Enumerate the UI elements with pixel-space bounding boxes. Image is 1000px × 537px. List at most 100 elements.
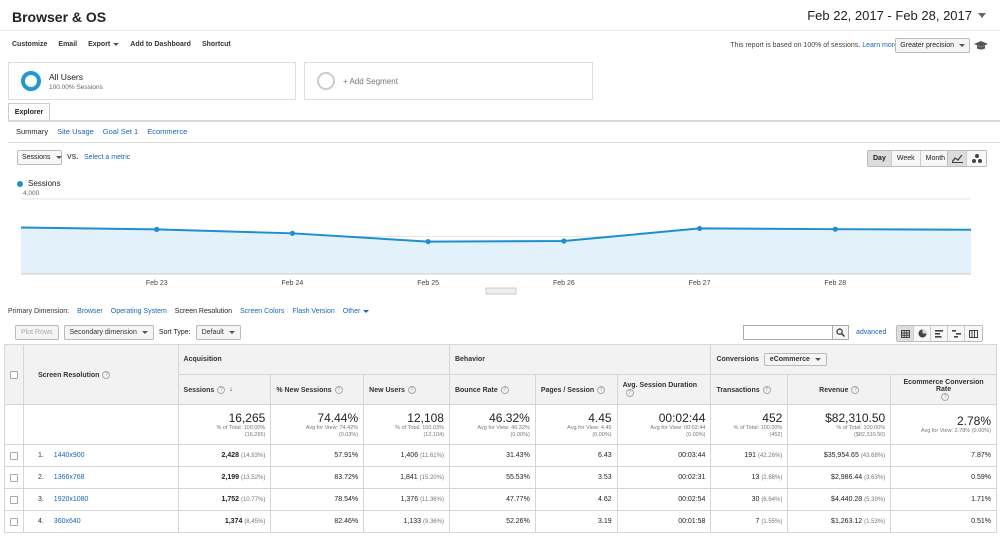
- help-icon: ?: [625, 389, 634, 397]
- col-conversion-rate[interactable]: Ecommerce Conversion Rate?: [890, 374, 997, 405]
- subtab-ecommerce[interactable]: Ecommerce: [147, 127, 188, 136]
- col-bounce-rate[interactable]: Bounce Rate?: [448, 374, 536, 405]
- help-icon: ?: [334, 385, 343, 394]
- row-dimension-link[interactable]: 360x640: [53, 518, 81, 525]
- chevron-down-icon: [228, 331, 235, 334]
- row-checkbox[interactable]: [10, 451, 18, 460]
- table-cell: 00:03:44: [616, 444, 712, 467]
- bounce-rate-value: 47.77%: [506, 496, 530, 503]
- performance-view-icon[interactable]: [931, 326, 948, 341]
- secondary-dimension-label: Secondary dimension: [69, 329, 137, 336]
- precision-label: Greater precision: [900, 42, 954, 49]
- total-subtext: % of Total: 100.03%: [395, 424, 444, 431]
- comparison-view-icon[interactable]: [948, 326, 965, 341]
- table-cell: 191 (42.26%): [710, 444, 789, 467]
- data-point[interactable]: [832, 226, 838, 232]
- add-to-dashboard-button[interactable]: Add to Dashboard: [130, 41, 191, 48]
- pie-view-icon[interactable]: [914, 326, 931, 341]
- line-chart-icon[interactable]: [948, 151, 967, 166]
- table-cell: 3. 1920x1080: [23, 488, 179, 511]
- secondary-dimension-select[interactable]: Secondary dimension: [63, 325, 154, 340]
- data-table: Screen Resolution? Acquisition Behavior …: [4, 344, 997, 533]
- row-dimension-link[interactable]: 1920x1080: [53, 496, 89, 503]
- totals-row: 16,265% of Total: 100.00% (16,265) 74.44% A…: [4, 404, 997, 445]
- help-icon: ?: [762, 385, 771, 394]
- precision-select[interactable]: Greater precision: [895, 38, 970, 53]
- col-label: Sessions: [183, 386, 215, 394]
- subtab-site-usage[interactable]: Site Usage: [57, 127, 94, 136]
- subtab-goal-set-1[interactable]: Goal Set 1: [102, 127, 139, 136]
- sessions-value: 2,428: [221, 452, 240, 459]
- col-avg-duration[interactable]: Avg. Session Duration?: [616, 374, 712, 405]
- table-cell: 1. 1440x900: [23, 444, 179, 467]
- data-point[interactable]: [696, 225, 703, 232]
- select-metric-link[interactable]: Select a metric: [84, 154, 131, 161]
- col-new-sessions[interactable]: % New Sessions?: [270, 374, 365, 405]
- row-checkbox[interactable]: [10, 495, 18, 504]
- data-point[interactable]: [425, 238, 431, 245]
- metric-select[interactable]: Sessions: [17, 150, 63, 165]
- data-point[interactable]: [561, 238, 567, 244]
- dimension-other[interactable]: Other: [343, 308, 370, 315]
- graduation-cap-icon[interactable]: [974, 40, 988, 51]
- total-value: 74.44%: [317, 410, 359, 425]
- table-search-input[interactable]: [743, 325, 833, 340]
- col-new-users[interactable]: New Users?: [363, 374, 450, 405]
- month-button[interactable]: Month: [920, 151, 951, 166]
- primary-dimension-bar: Primary Dimension: Browser Operating Sys…: [8, 308, 370, 315]
- dimension-header[interactable]: Screen Resolution?: [23, 344, 179, 405]
- transactions-value: 30: [751, 496, 760, 503]
- transactions-pct: (42.26%): [757, 453, 783, 459]
- pivot-view-icon[interactable]: [965, 326, 982, 341]
- col-revenue[interactable]: Revenue?: [787, 374, 892, 405]
- x-tick-label: Feb 23: [146, 280, 168, 287]
- export-button[interactable]: Export: [88, 41, 120, 48]
- total-value: 12,108: [407, 410, 444, 425]
- plot-rows-button[interactable]: Plot Rows: [15, 325, 59, 340]
- learn-more-link[interactable]: Learn more: [862, 42, 898, 49]
- add-segment-button[interactable]: + Add Segment: [304, 62, 593, 100]
- day-button[interactable]: Day: [868, 151, 892, 166]
- col-transactions[interactable]: Transactions?: [710, 374, 789, 405]
- select-all-checkbox[interactable]: [10, 370, 18, 379]
- table-row: 4. 360x640 1,374 (8.45%) 82.46% 1,133 (9.36…: [4, 510, 997, 533]
- segment-all-users[interactable]: All Users 100.00% Sessions: [8, 62, 296, 100]
- week-button[interactable]: Week: [891, 151, 921, 166]
- row-dimension-link[interactable]: 1366x768: [53, 474, 85, 481]
- sort-type-select[interactable]: Default: [195, 325, 241, 340]
- dimension-browser[interactable]: Browser: [77, 308, 103, 315]
- search-button[interactable]: [833, 325, 849, 340]
- chevron-down-icon: [141, 331, 148, 334]
- row-dimension-link[interactable]: 1440x900: [53, 452, 85, 459]
- customize-button[interactable]: Customize: [12, 41, 48, 48]
- sessions-pct: (13.52%): [240, 475, 266, 481]
- advanced-filter-link[interactable]: advanced: [856, 329, 887, 336]
- date-range-picker[interactable]: Feb 22, 2017 - Feb 28, 2017: [807, 8, 986, 23]
- data-table-view-icon[interactable]: [897, 326, 914, 341]
- data-point[interactable]: [289, 230, 296, 236]
- total-value: 452: [762, 410, 783, 425]
- total-value: 2.78%: [956, 414, 991, 428]
- shortcut-button[interactable]: Shortcut: [201, 41, 231, 48]
- row-checkbox[interactable]: [10, 517, 18, 526]
- new-users-value: 1,841: [400, 474, 418, 481]
- dimension-screen-colors[interactable]: Screen Colors: [240, 308, 285, 315]
- x-tick-label: Feb 28: [824, 280, 846, 287]
- row-checkbox[interactable]: [10, 473, 18, 482]
- dimension-screen-resolution[interactable]: Screen Resolution: [174, 308, 232, 315]
- subtab-summary[interactable]: Summary: [16, 127, 49, 136]
- chart-resize-handle[interactable]: [485, 287, 517, 295]
- conversion-rate-value: 0.51%: [971, 518, 991, 525]
- new-users-pct: (11.36%): [420, 497, 444, 503]
- conversions-select[interactable]: eCommerce: [763, 353, 827, 366]
- col-sessions[interactable]: Sessions? ↓: [177, 374, 272, 405]
- motion-chart-icon[interactable]: [967, 151, 986, 166]
- col-pages-session[interactable]: Pages / Session?: [534, 374, 618, 405]
- dimension-operating-system[interactable]: Operating System: [110, 308, 167, 315]
- x-tick-label: Feb 26: [553, 280, 575, 287]
- email-button[interactable]: Email: [58, 41, 78, 48]
- data-point[interactable]: [154, 226, 160, 232]
- tab-explorer[interactable]: Explorer: [8, 103, 50, 121]
- table-cell: 6.43: [534, 444, 618, 467]
- dimension-flash-version[interactable]: Flash Version: [292, 308, 335, 315]
